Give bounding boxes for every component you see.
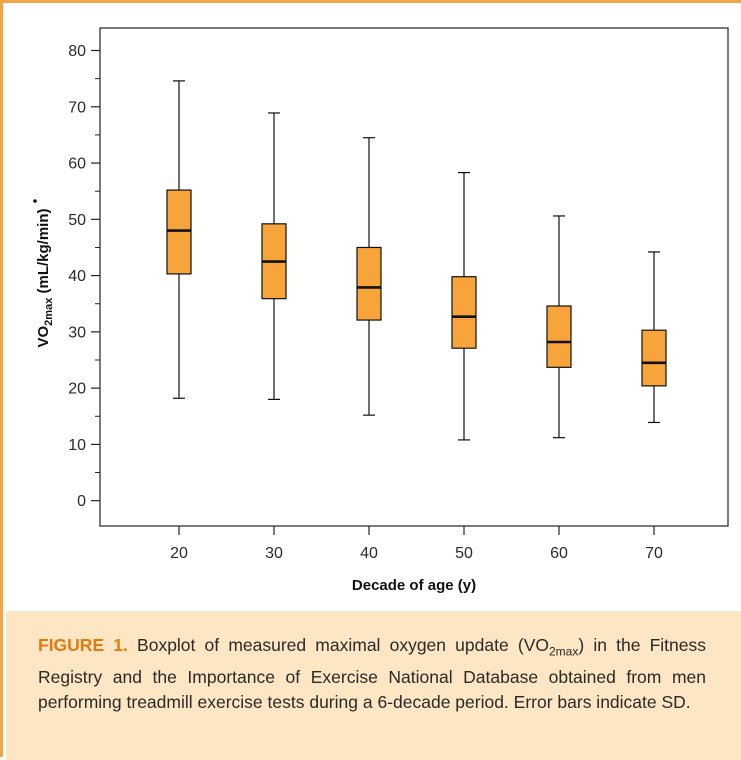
y-tick-label: 30: [68, 324, 86, 341]
box-40: [356, 137, 382, 416]
box-iqr: [356, 246, 382, 321]
x-axis: 20 30 40 50 60 70: [170, 526, 663, 562]
x-tick-label: 20: [170, 545, 188, 562]
x-tick-label: 60: [550, 545, 568, 562]
plot-area-border: [99, 27, 729, 527]
y-tick-label: 20: [68, 381, 86, 398]
y-tick-label: 50: [68, 212, 86, 229]
y-tick-label: 0: [77, 493, 86, 510]
box-iqr: [546, 305, 572, 368]
y-tick-label: 70: [68, 99, 86, 116]
box-70: [641, 251, 667, 424]
x-tick-label: 40: [360, 545, 378, 562]
caption-text-after: ) in the Fitness Registry and the Import…: [38, 635, 706, 712]
box-iqr: [641, 329, 667, 387]
boxes-group: [166, 80, 667, 441]
x-tick-label: 50: [455, 545, 473, 562]
y-axis-title-dot: [33, 199, 37, 203]
box-60: [546, 215, 572, 439]
boxplot-chart: 0 10 20 30 40 50 60 70 80 20 30 40 50 60 70 Decade of…: [33, 27, 729, 594]
box-30: [261, 112, 287, 400]
x-tick-label: 70: [645, 545, 663, 562]
y-tick-label: 10: [68, 437, 86, 454]
x-tick-label: 30: [265, 545, 283, 562]
y-tick-label: 60: [68, 156, 86, 173]
y-tick-label: 40: [68, 268, 86, 285]
x-axis-title: Decade of age (y): [352, 577, 476, 594]
box-50: [451, 172, 477, 441]
caption-o2: O: [535, 635, 549, 655]
box-iqr: [451, 276, 477, 349]
box-iqr: [166, 189, 192, 275]
caption-subscript: 2max: [549, 644, 579, 659]
figure-caption: FIGURE 1. Boxplot of measured maximal ox…: [6, 611, 741, 760]
y-axis: 0 10 20 30 40 50 60 70 80: [68, 43, 100, 510]
caption-text-before: Boxplot of measured maximal oxygen updat…: [127, 635, 536, 655]
y-tick-label: 80: [68, 43, 86, 60]
y-axis-title: VO2max (mL/kg/min): [35, 209, 55, 348]
box-20: [166, 80, 192, 399]
caption-lead: FIGURE 1.: [38, 635, 128, 655]
